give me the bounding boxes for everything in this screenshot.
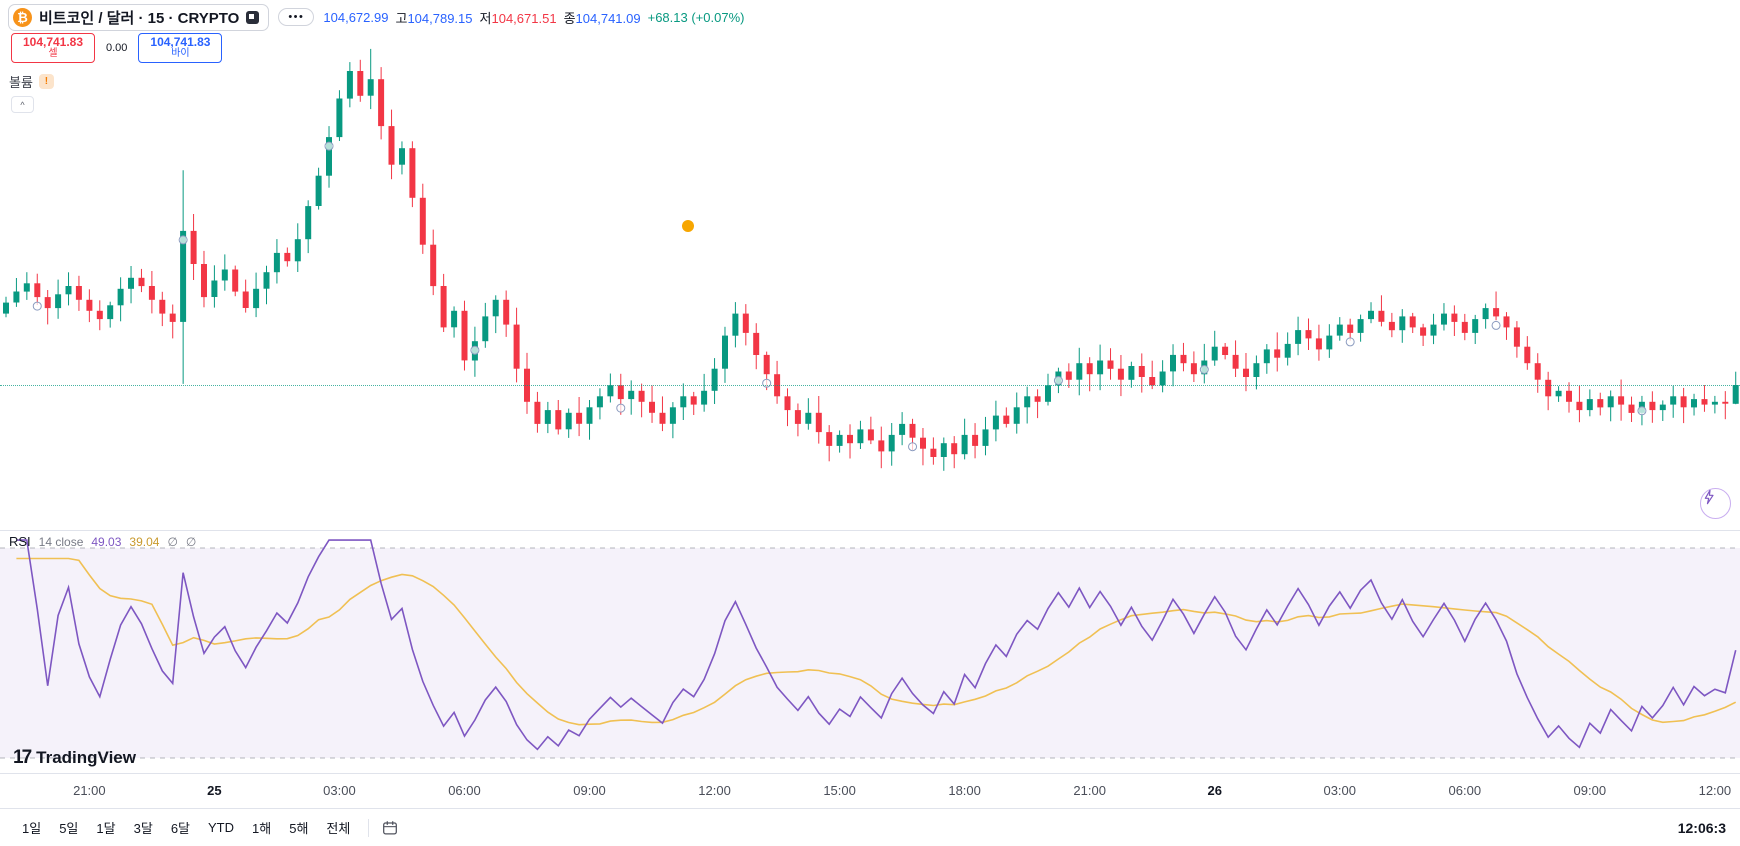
time-label: 18:00 — [948, 783, 981, 798]
range-button-3[interactable]: 3달 — [126, 814, 161, 841]
range-button-6[interactable]: 1해 — [244, 814, 279, 841]
lightning-button[interactable] — [1700, 488, 1731, 519]
time-label: 12:00 — [1698, 783, 1732, 798]
collapse-pane-button[interactable]: ^ — [11, 96, 34, 113]
chart-legend: ₿ 비트코인 / 달러 · 15 · CRYPTO ••• 104,672.99… — [8, 3, 744, 31]
rsi-ma-value: 39.04 — [129, 535, 160, 549]
time-label: 26 — [1207, 783, 1222, 798]
buy-label: 바이 — [171, 48, 190, 60]
tradingview-mark-icon: 17 — [13, 747, 32, 768]
orange-dot-marker[interactable] — [682, 220, 694, 232]
calendar-icon — [383, 820, 398, 834]
time-label: 03:00 — [323, 783, 356, 798]
symbol-button[interactable]: ₿ 비트코인 / 달러 · 15 · CRYPTO — [8, 3, 270, 31]
current-price-line — [0, 385, 1740, 386]
tradingview-logo[interactable]: 17 TradingView — [13, 747, 136, 769]
buy-button[interactable]: 104,741.83 바이 — [138, 33, 223, 63]
rsi-ma-line — [16, 557, 1737, 726]
go-to-date-button[interactable] — [379, 817, 401, 839]
rsi-chart[interactable] — [0, 531, 1740, 774]
rsi-line — [16, 539, 1737, 751]
sell-button[interactable]: 104,741.83 셀 — [11, 33, 95, 63]
time-label: 09:00 — [573, 783, 606, 798]
range-button-4[interactable]: 6달 — [163, 814, 198, 841]
tradingview-wordmark: TradingView — [36, 748, 136, 767]
time-label: 06:00 — [1448, 783, 1482, 798]
bottom-toolbar: 1일 5일 1달 3달 6달 YTD 1해 5해 전체 12:06:3 — [0, 808, 1740, 846]
rsi-pane[interactable]: RSI 14 close 49.03 39.04 ∅ ∅ 17 TradingV… — [0, 530, 1740, 774]
range-button-7[interactable]: 5해 — [281, 814, 316, 841]
time-label: 15:00 — [823, 783, 856, 798]
rsi-title: RSI — [9, 534, 31, 549]
toolbar-divider — [368, 818, 370, 837]
time-axis[interactable]: 21:00 25 03:00 06:00 09:00 12:00 15:00 18:00 21:… — [0, 773, 1740, 809]
rsi-params: 14 close — [38, 535, 84, 549]
lightning-icon — [1704, 489, 1714, 505]
close-value: 104,741.09 — [575, 10, 641, 26]
time-label: 25 — [207, 783, 222, 798]
more-options-button[interactable]: ••• — [278, 8, 315, 26]
high-value: 104,789.15 — [407, 10, 473, 26]
range-buttons: 1일 5일 1달 3달 6달 YTD 1해 5해 전체 — [14, 814, 358, 841]
rsi-empty-1: ∅ — [167, 535, 178, 549]
bitcoin-icon: ₿ — [13, 7, 32, 27]
rsi-legend[interactable]: RSI 14 close 49.03 39.04 ∅ ∅ — [9, 534, 196, 549]
sell-label: 셀 — [48, 48, 58, 60]
range-button-5[interactable]: YTD — [200, 816, 242, 839]
time-label: 21:00 — [73, 783, 106, 798]
range-button-8[interactable]: 전체 — [318, 814, 358, 841]
rsi-empty-2: ∅ — [185, 535, 197, 549]
warning-icon[interactable]: ! — [38, 74, 54, 89]
range-button-1[interactable]: 5일 — [51, 814, 86, 841]
rsi-band — [0, 548, 1740, 758]
bar-markers — [32, 141, 1647, 452]
change-value: +68.13 (+0.07%) — [647, 9, 745, 25]
range-button-0[interactable]: 1일 — [14, 814, 49, 841]
candles — [3, 48, 1739, 471]
volume-label: 볼륨 — [9, 75, 33, 90]
symbol-title: 비트코인 / 달러 · 15 · CRYPTO — [39, 9, 240, 27]
low-label: 저 — [479, 10, 492, 26]
rsi-value: 49.03 — [91, 535, 122, 549]
open-value: 104,672.99 — [323, 9, 389, 25]
exchange-logo-icon — [246, 10, 260, 24]
price-pane[interactable]: ₿ 비트코인 / 달러 · 15 · CRYPTO ••• 104,672.99… — [0, 0, 1740, 530]
ohlc-values: 104,672.99 고104,789.15 저104,671.51 종104,… — [323, 8, 744, 27]
sell-price: 104,741.83 — [22, 35, 84, 50]
time-label: 06:00 — [448, 783, 481, 798]
close-label: 종 — [563, 10, 576, 26]
spread-value: 0.00 — [106, 42, 128, 54]
range-button-2[interactable]: 1달 — [88, 814, 123, 841]
time-label: 03:00 — [1323, 783, 1357, 798]
high-label: 고 — [395, 10, 408, 26]
time-label: 12:00 — [698, 783, 731, 798]
trade-panel: 104,741.83 셀 0.00 104,741.83 바이 — [11, 33, 223, 63]
buy-price: 104,741.83 — [150, 35, 211, 50]
clock[interactable]: 12:06:3 — [1677, 819, 1726, 836]
time-label: 09:00 — [1573, 783, 1607, 798]
candlestick-chart[interactable] — [0, 0, 1740, 530]
time-label: 21:00 — [1073, 783, 1106, 798]
volume-legend[interactable]: 볼륨 ! — [9, 72, 54, 91]
low-value: 104,671.51 — [491, 10, 557, 26]
